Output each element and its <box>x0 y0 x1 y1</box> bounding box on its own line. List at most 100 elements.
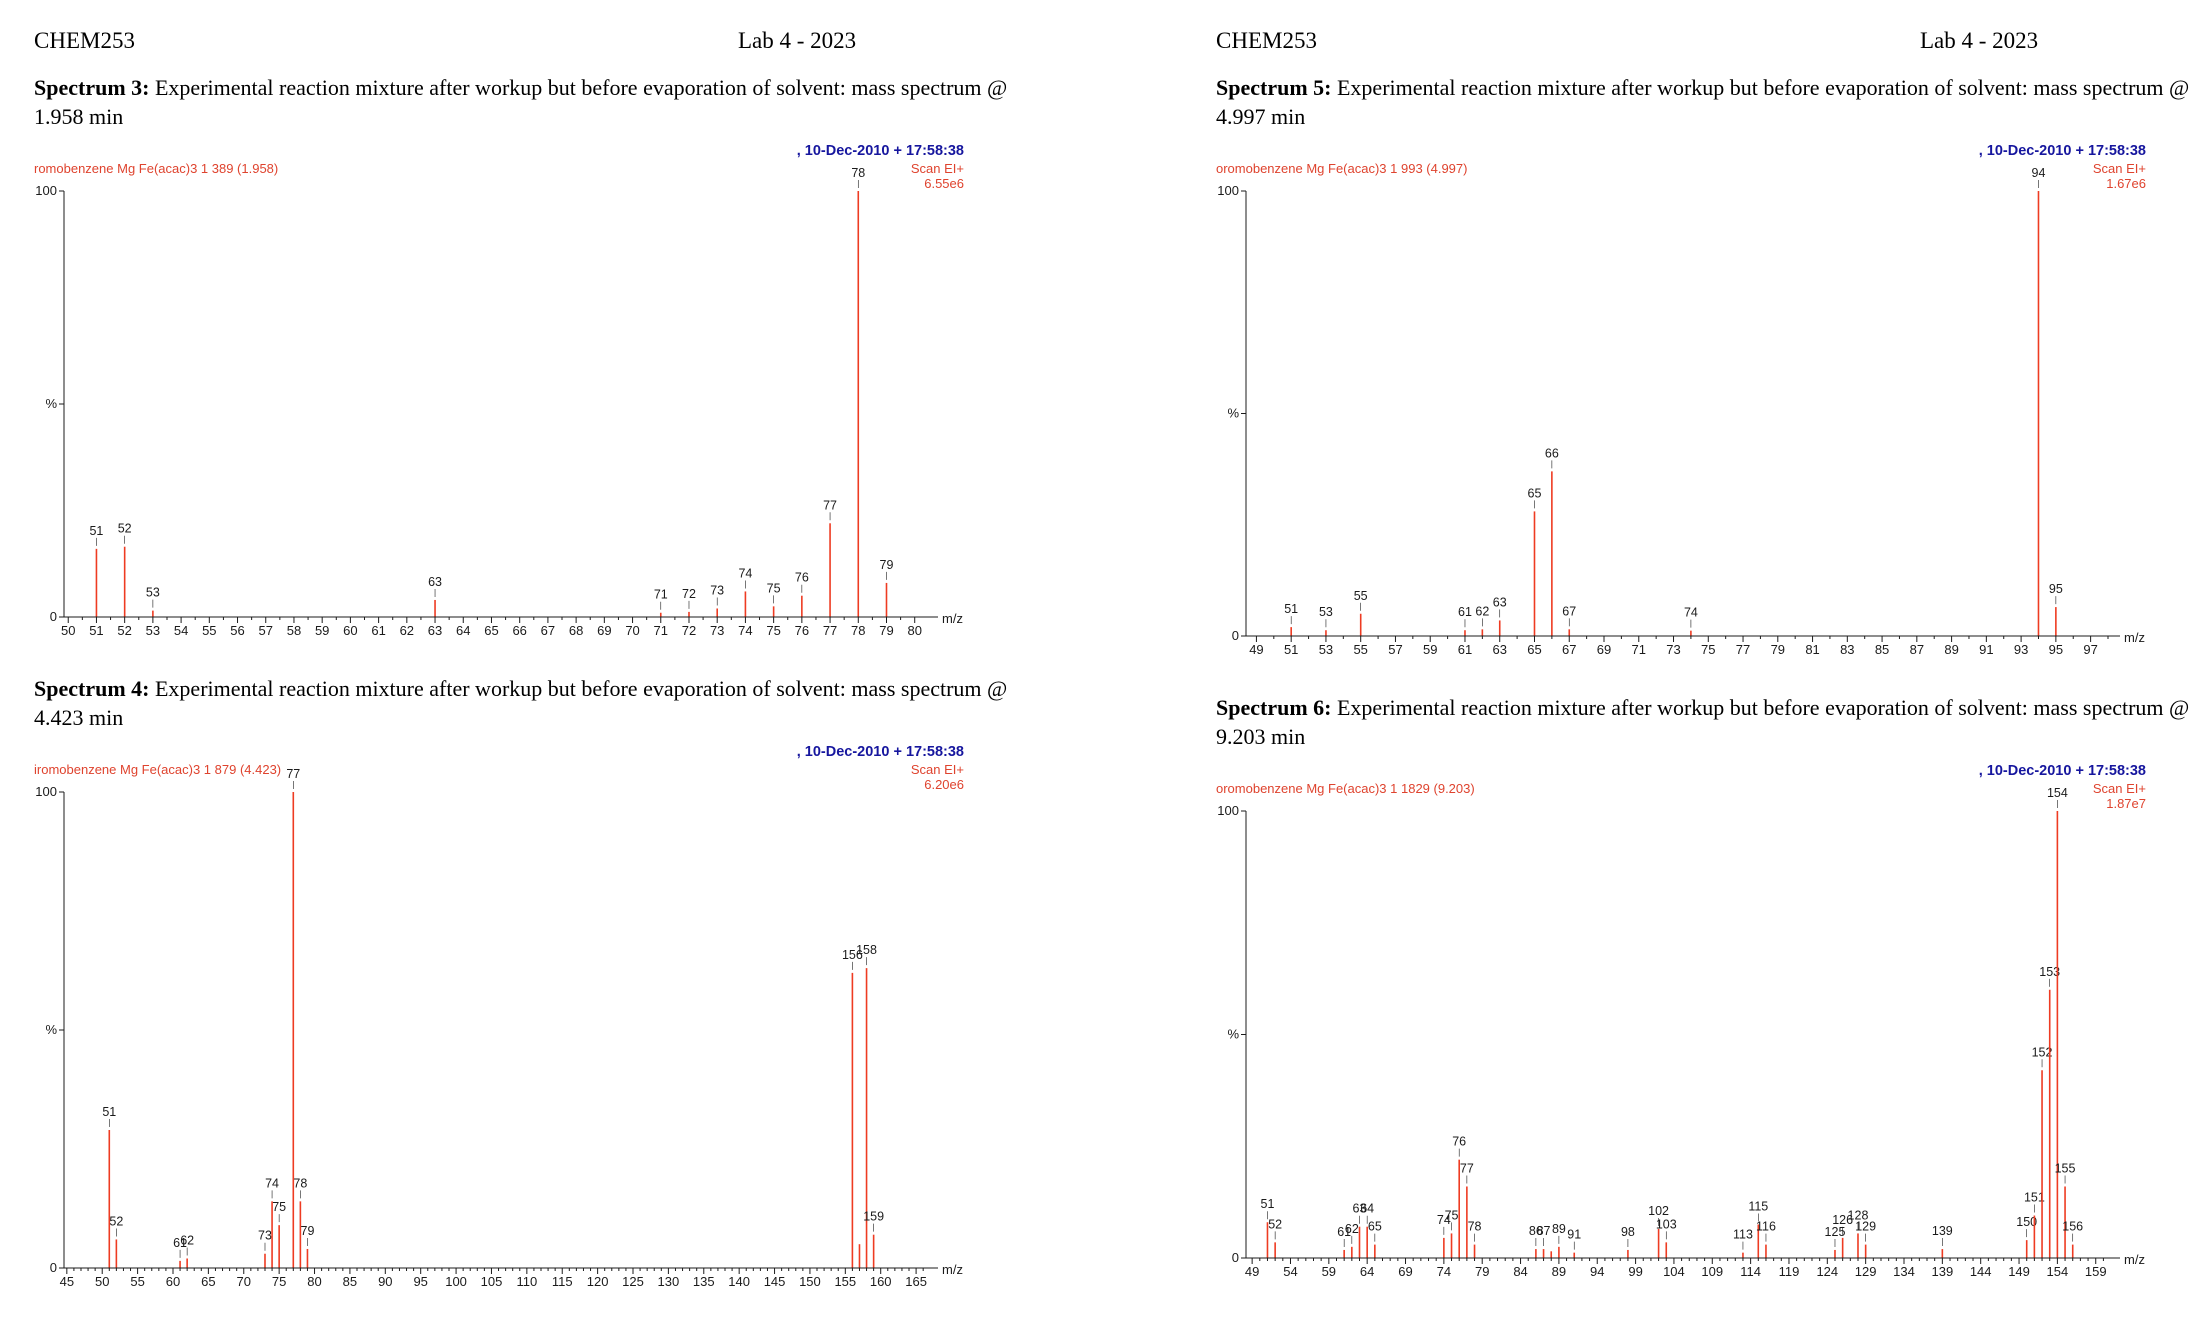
peak-label-51: 51 <box>102 1105 116 1119</box>
x-tick-label: 49 <box>1245 1264 1259 1279</box>
peak-label-52: 52 <box>1268 1218 1282 1232</box>
peak-label-79: 79 <box>880 558 894 572</box>
x-tick-label: 67 <box>1562 642 1576 657</box>
x-tick-label: 68 <box>569 623 583 638</box>
peak-label-62: 62 <box>1475 605 1489 619</box>
peak-label-66: 66 <box>1545 447 1559 461</box>
peak-label-156: 156 <box>2062 1220 2083 1234</box>
x-axis-unit-label: m/z <box>2124 630 2145 645</box>
x-tick-label: 144 <box>1970 1264 1992 1279</box>
x-tick-label: 79 <box>1475 1264 1489 1279</box>
x-tick-label: 53 <box>1319 642 1333 657</box>
y-tick-label: 100 <box>1217 183 1239 198</box>
scan-mode-text: Scan EI+ <box>911 762 964 777</box>
x-tick-label: 80 <box>307 1274 321 1289</box>
peak-label-62: 62 <box>1345 1222 1359 1236</box>
peak-label-76: 76 <box>795 571 809 585</box>
x-tick-label: 45 <box>60 1274 74 1289</box>
x-tick-label: 59 <box>1423 642 1437 657</box>
acquisition-timestamp-text: , 10-Dec-2010 + 17:58:38 <box>797 744 964 760</box>
x-tick-label: 119 <box>1779 1264 1800 1279</box>
x-tick-label: 61 <box>1458 642 1472 657</box>
spectrum-3-title: Spectrum 3: Experimental reaction mixtur… <box>34 74 1012 131</box>
x-tick-label: 51 <box>1284 642 1298 657</box>
x-tick-label: 95 <box>413 1274 427 1289</box>
spectrum-5-label: Spectrum 5: <box>1216 75 1332 100</box>
peak-label-158: 158 <box>856 943 877 957</box>
peak-label-125: 125 <box>1825 1225 1846 1239</box>
page-header-left: CHEM253 Lab 4 - 2023 <box>34 28 994 62</box>
peak-label-151: 151 <box>2024 1191 2045 1205</box>
spectrum-4-title: Spectrum 4: Experimental reaction mixtur… <box>34 675 1012 732</box>
x-tick-label: 75 <box>766 623 780 638</box>
peak-label-128: 128 <box>1848 1209 1869 1223</box>
x-tick-label: 77 <box>823 623 837 638</box>
x-tick-label: 54 <box>174 623 188 638</box>
peak-label-55: 55 <box>1354 589 1368 603</box>
peak-label-152: 152 <box>2032 1046 2053 1060</box>
x-tick-label: 129 <box>1855 1264 1877 1279</box>
page-left: CHEM253 Lab 4 - 2023 Spectrum 3: Experim… <box>34 28 1104 1302</box>
peak-label-126: 126 <box>1832 1213 1853 1227</box>
base-intensity-text: 1.67e6 <box>2106 176 2146 191</box>
x-tick-label: 64 <box>456 623 470 638</box>
peak-label-63: 63 <box>428 575 442 589</box>
x-tick-label: 51 <box>89 623 103 638</box>
x-tick-label: 57 <box>1388 642 1402 657</box>
peaks: 51 52 53 63 71 72 73 74 75 76 77 78 79 <box>89 166 893 617</box>
x-tick-label: 97 <box>2083 642 2097 657</box>
peak-label-63: 63 <box>1493 596 1507 610</box>
x-tick-label: 89 <box>1944 642 1958 657</box>
peak-label-63: 63 <box>1353 1202 1367 1216</box>
peak-label-73: 73 <box>258 1229 272 1243</box>
x-tick-label: 77 <box>1736 642 1750 657</box>
y-tick-label: % <box>1227 406 1239 421</box>
x-tick-label: 50 <box>95 1274 109 1289</box>
x-tick-label: 69 <box>1597 642 1611 657</box>
x-tick-label: 120 <box>587 1274 609 1289</box>
spectrum-6-description: Experimental reaction mixture after work… <box>1216 695 2190 749</box>
x-tick-label: 135 <box>693 1274 715 1289</box>
x-tick-label: 139 <box>1931 1264 1953 1279</box>
x-tick-label: 52 <box>117 623 131 638</box>
peak-label-51: 51 <box>1284 602 1298 616</box>
peak-label-62: 62 <box>180 1234 194 1248</box>
base-intensity-text: 6.55e6 <box>924 176 964 191</box>
x-tick-label: 64 <box>1360 1264 1374 1279</box>
peak-label-155: 155 <box>2055 1162 2076 1176</box>
x-tick-label: 125 <box>622 1274 644 1289</box>
peak-label-65: 65 <box>1528 487 1542 501</box>
x-tick-label: 60 <box>166 1274 180 1289</box>
y-tick-label: 100 <box>35 784 57 799</box>
scan-mode-text: Scan EI+ <box>911 161 964 176</box>
peak-label-75: 75 <box>1445 1209 1459 1223</box>
y-tick-label: 0 <box>50 609 57 624</box>
peak-label-52: 52 <box>118 522 132 536</box>
spectrum-4-block: Spectrum 4: Experimental reaction mixtur… <box>34 675 1104 1302</box>
x-tick-label: 55 <box>202 623 216 638</box>
x-tick-label: 130 <box>658 1274 680 1289</box>
axes: 100% 0 49 54 59 64 69 74 79 84 89 94 99 104 109 114 119 1… <box>1217 803 2145 1279</box>
x-tick-label: 110 <box>516 1274 537 1289</box>
peak-label-129: 129 <box>1855 1220 1876 1234</box>
mass-spectrum-chart-3: romobenzene Mg Fe(acac)3 1 389 (1.958) , … <box>34 143 964 638</box>
peak-label-91: 91 <box>1567 1228 1581 1242</box>
peak-label-74: 74 <box>738 567 752 581</box>
peak-label-52: 52 <box>109 1215 123 1229</box>
x-tick-label: 79 <box>1771 642 1785 657</box>
x-tick-label: 154 <box>2047 1264 2069 1279</box>
acquisition-timestamp-text: , 10-Dec-2010 + 17:58:38 <box>797 143 964 159</box>
x-tick-label: 114 <box>1740 1264 1761 1279</box>
spectrum-4-label: Spectrum 4: <box>34 676 150 702</box>
peak-label-89: 89 <box>1552 1222 1566 1236</box>
x-tick-label: 65 <box>1527 642 1541 657</box>
peak-label-159: 159 <box>863 1210 884 1224</box>
sample-info-text: oromobenzene Mg Fe(acac)3 1 1829 (9.203) <box>1216 781 1475 796</box>
x-tick-label: 49 <box>1249 642 1263 657</box>
x-tick-label: 79 <box>879 623 893 638</box>
x-tick-label: 63 <box>1492 642 1506 657</box>
peak-label-61: 61 <box>173 1236 187 1250</box>
peak-label-115: 115 <box>1748 1200 1768 1214</box>
